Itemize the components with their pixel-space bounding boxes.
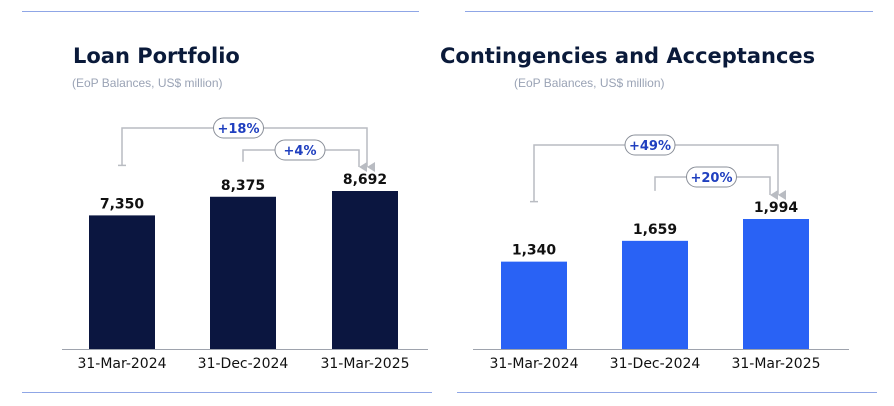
bar-1-1 bbox=[622, 240, 688, 349]
tick-label-1-0: 31-Mar-2024 bbox=[489, 356, 578, 372]
value-label-0-2: 8,692 bbox=[343, 172, 387, 188]
loan-portfolio-title: Loan Portfolio bbox=[73, 44, 240, 68]
growth-pill-0-0 bbox=[213, 117, 264, 139]
growth-pill-0-1 bbox=[274, 139, 326, 161]
bottom-rule-left bbox=[22, 392, 432, 393]
growth-label-1-0: +49% bbox=[629, 139, 671, 154]
value-label-1-0: 1,340 bbox=[512, 243, 557, 259]
growth-label-1-1: +20% bbox=[690, 171, 732, 186]
tick-label-0-2: 31-Mar-2025 bbox=[320, 356, 409, 372]
tick-label-1-2: 31-Mar-2025 bbox=[731, 356, 820, 372]
growth-label-0-1: +4% bbox=[284, 144, 317, 159]
tick-label-0-0: 31-Mar-2024 bbox=[77, 356, 166, 372]
loan-portfolio-subtitle: (EoP Balances, US$ million) bbox=[72, 76, 223, 90]
top-rule-right bbox=[465, 11, 873, 12]
growth-label-0-0: +18% bbox=[217, 122, 259, 137]
tick-label-0-1: 31-Dec-2024 bbox=[198, 356, 289, 372]
bottom-rule-right bbox=[457, 392, 877, 393]
bar-1-2 bbox=[743, 219, 809, 349]
bar-0-0 bbox=[89, 215, 155, 349]
contingencies-title: Contingencies and Acceptances bbox=[440, 44, 816, 68]
tick-label-1-1: 31-Dec-2024 bbox=[610, 356, 701, 372]
value-label-0-1: 8,375 bbox=[221, 178, 265, 194]
growth-pill-1-1 bbox=[686, 166, 737, 188]
contingencies-subtitle: (EoP Balances, US$ million) bbox=[514, 76, 665, 90]
bar-1-0 bbox=[501, 261, 567, 349]
growth-pill-1-0 bbox=[624, 134, 676, 156]
value-label-1-1: 1,659 bbox=[633, 222, 677, 238]
value-label-0-0: 7,350 bbox=[100, 196, 145, 212]
bar-0-1 bbox=[210, 196, 276, 349]
top-rule-left bbox=[22, 11, 419, 12]
value-label-1-2: 1,994 bbox=[754, 200, 799, 216]
bar-0-2 bbox=[332, 191, 398, 349]
